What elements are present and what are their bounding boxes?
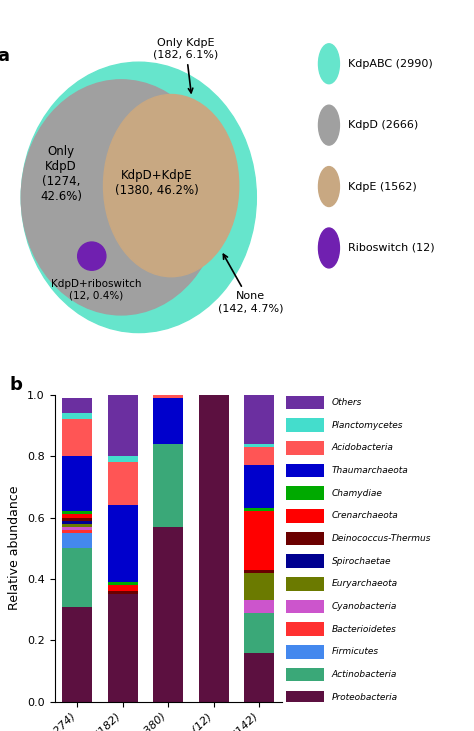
Circle shape [319, 167, 339, 206]
Bar [245, 395, 274, 444]
Text: KdpD+riboswitch
(12, 0.4%): KdpD+riboswitch (12, 0.4%) [51, 279, 141, 300]
Bar [245, 569, 274, 573]
Bar [286, 441, 324, 455]
Bar [154, 444, 183, 527]
Bar [63, 518, 92, 520]
Text: Euryarchaeota: Euryarchaeota [332, 580, 398, 588]
Text: Thaumarchaeota: Thaumarchaeota [332, 466, 409, 475]
Bar [108, 585, 137, 591]
Bar [63, 523, 92, 527]
Bar [63, 520, 92, 523]
Text: Actinobacteria: Actinobacteria [332, 670, 397, 679]
Bar [245, 447, 274, 466]
Bar [245, 613, 274, 653]
Bar [245, 508, 274, 512]
Bar [286, 691, 324, 704]
Bar [286, 577, 324, 591]
Text: KdpABC (2990): KdpABC (2990) [348, 58, 433, 69]
Circle shape [319, 228, 339, 268]
Bar [245, 444, 274, 447]
Bar [63, 607, 92, 702]
Bar [286, 509, 324, 523]
Bar [63, 398, 92, 413]
Bar [63, 533, 92, 548]
Ellipse shape [103, 94, 239, 277]
Text: Only
KdpD
(1274,
42.6%): Only KdpD (1274, 42.6%) [40, 145, 82, 203]
Text: Others: Others [332, 398, 362, 407]
Y-axis label: Relative abundance: Relative abundance [9, 486, 21, 610]
Bar [286, 623, 324, 636]
Bar [63, 530, 92, 533]
Bar [286, 531, 324, 545]
Text: Only KdpE
(182, 6.1%): Only KdpE (182, 6.1%) [153, 37, 219, 93]
Bar [63, 527, 92, 530]
Bar [245, 600, 274, 613]
Text: Proteobacteria: Proteobacteria [332, 693, 398, 702]
Bar [63, 512, 92, 515]
Text: Riboswitch (12): Riboswitch (12) [348, 243, 435, 253]
Circle shape [78, 242, 106, 270]
Text: Chamydiae: Chamydiae [332, 488, 383, 498]
Circle shape [319, 44, 339, 83]
Bar [286, 645, 324, 659]
Bar [286, 668, 324, 681]
Text: Deinococcus-Thermus: Deinococcus-Thermus [332, 534, 431, 543]
Bar [108, 505, 137, 582]
Text: KdpD+KdpE
(1380, 46.2%): KdpD+KdpE (1380, 46.2%) [115, 169, 198, 197]
Bar [245, 653, 274, 702]
Bar [154, 395, 183, 398]
Text: None
(142, 4.7%): None (142, 4.7%) [218, 254, 283, 313]
Bar [108, 594, 137, 702]
Bar [199, 395, 228, 702]
Text: KdpE (1562): KdpE (1562) [348, 181, 417, 192]
Bar [245, 573, 274, 600]
Text: Planctomycetes: Planctomycetes [332, 420, 403, 430]
Bar [108, 456, 137, 462]
Text: Spirochaetae: Spirochaetae [332, 557, 392, 566]
Text: KdpD (2666): KdpD (2666) [348, 120, 419, 130]
Text: Firmicutes: Firmicutes [332, 648, 379, 656]
Bar [245, 466, 274, 508]
Bar [286, 463, 324, 477]
Bar [286, 395, 324, 409]
Ellipse shape [21, 62, 256, 333]
Bar [63, 548, 92, 607]
Text: Cyanobacteria: Cyanobacteria [332, 602, 397, 611]
Bar [63, 515, 92, 518]
Bar [108, 591, 137, 594]
Bar [108, 582, 137, 585]
Bar [108, 395, 137, 456]
Text: Crenarchaeota: Crenarchaeota [332, 511, 399, 520]
Bar [286, 418, 324, 432]
Text: Bacterioidetes: Bacterioidetes [332, 625, 397, 634]
Bar [245, 512, 274, 569]
Bar [63, 456, 92, 512]
Bar [286, 600, 324, 613]
Bar [286, 554, 324, 568]
Bar [63, 420, 92, 456]
Bar [63, 413, 92, 420]
Text: a: a [0, 48, 10, 66]
Text: Acidobacteria: Acidobacteria [332, 443, 394, 452]
Ellipse shape [21, 80, 221, 315]
Bar [108, 462, 137, 505]
Bar [154, 527, 183, 702]
Bar [286, 486, 324, 500]
Bar [154, 398, 183, 444]
Text: b: b [9, 376, 22, 394]
Circle shape [319, 105, 339, 145]
